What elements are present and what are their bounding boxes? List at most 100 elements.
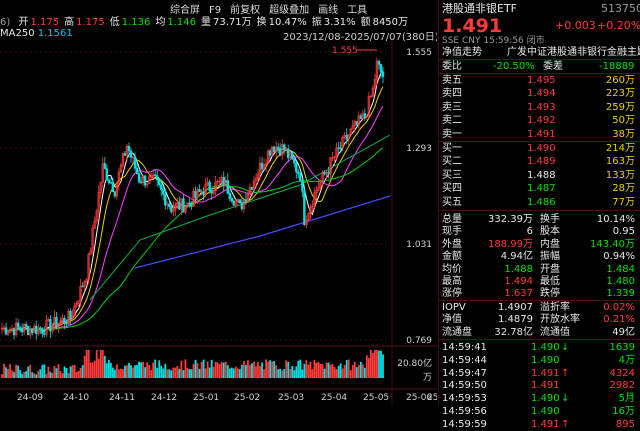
date-range: 2023/12/08-2025/07/07(380日) [283,32,437,43]
volume-bar [206,361,209,378]
order-level: 卖五 [442,75,462,86]
candle-body [190,202,193,207]
stats-row: 最高 1.494 最低 1.480 [439,275,640,288]
kline-chart[interactable]: 1.555 1.293 1.031 0.769 20.80亿万 1.555 24-09 24-… [0,0,437,404]
date-axis-label: 25-02 [234,393,260,403]
order-row[interactable]: 卖二 1.492 50万 [439,114,640,127]
candle-body [127,146,131,152]
volume-bar [287,361,290,378]
volume-bar [182,370,185,378]
volume-bar [234,366,237,378]
toolbar-item[interactable]: 前复权 [230,5,261,16]
nav-row[interactable]: 净值走势 广发中证港股通非银行金融主题 [439,46,640,59]
candle-body [230,198,233,202]
candle-body [101,163,104,183]
candle-body [313,192,316,207]
volume-bar [367,357,370,378]
tick-row: 14:59:41 1.490 ↓ 1639 [439,341,640,354]
ma-label: MA250 [0,28,35,39]
candle-body [49,319,52,332]
toolbar-item[interactable]: F9 [209,5,222,16]
order-row[interactable]: 买二 1.489 163万 [439,155,640,168]
order-row[interactable]: 买三 1.488 133万 [439,169,640,182]
order-volume: 38万 [612,128,635,140]
candle-body [37,327,40,334]
tick-time: 14:59:53 [442,393,487,405]
volume-bar [327,362,330,378]
volume-bar [200,361,203,378]
order-row[interactable]: 买四 1.487 28万 [439,182,640,195]
candle-body [8,329,12,333]
volume-bar [333,367,336,378]
volume-bar [27,366,30,378]
volume-bar [299,359,302,378]
candle-body [111,182,115,193]
toolbar-item[interactable]: 工具 [347,5,368,16]
candle-body [45,320,48,335]
candle-body [274,146,278,153]
volume-bar [311,369,314,378]
order-level: 买二 [442,156,462,168]
stat-label: 流通值 [540,326,570,338]
candle-body [250,186,254,190]
nav-trend-link[interactable]: 净值走势 [442,47,482,58]
volume-bar [85,350,88,378]
volume-bar [111,367,114,378]
tick-row: 14:59:50 1.491 2982 [439,379,640,392]
stat-value: 73.71万 [213,17,252,28]
volume-bar [25,371,28,378]
candle-body [371,87,375,97]
candle-body [145,183,149,186]
volume-bar [126,365,128,378]
tick-volume: 4324 [609,367,635,379]
tick-row: 14:59:53 1.490 ↓ 5月 [439,392,640,405]
candle-body [307,213,310,221]
candle-body [135,167,139,175]
toolbar-item[interactable]: 画线 [318,5,339,16]
candle-body [16,322,20,328]
order-row[interactable]: 卖四 1.494 223万 [439,87,640,100]
volume-bar [152,362,155,378]
candle-body [14,322,18,336]
candle-body [347,134,350,140]
tick-arrow-icon: ↑ [561,418,570,430]
order-row[interactable]: 卖五 1.495 260万 [439,74,640,87]
candle-body [69,311,72,319]
stat-value: 1.637 [504,288,533,300]
order-row[interactable]: 卖一 1.491 38万 [439,128,640,141]
order-volume: 163万 [605,156,635,168]
tick-volume: 4万 [618,354,635,366]
stat-value: 1.488 [504,263,533,275]
tick-volume: 1639 [609,342,635,353]
volume-bar [295,366,298,378]
order-volume: 260万 [605,75,635,86]
stat-value: 4.94亿 [500,251,533,263]
volume-bar [240,364,243,378]
order-row[interactable]: 卖三 1.493 259万 [439,101,640,114]
order-level: 买五 [442,196,462,208]
candle-body [248,186,252,195]
volume-bar [51,372,54,378]
order-row[interactable]: 买五 1.486 77万 [439,196,640,209]
toolbar-item[interactable]: 超级叠加 [269,5,310,16]
order-row[interactable]: 买一 1.490 214万 [439,142,640,155]
stats-row: 金额 4.94亿 振幅 0.94% [439,250,640,263]
candle-body [55,316,58,329]
candle-body [246,194,250,203]
volume-bar [33,373,36,378]
candle-body [22,324,26,333]
stat-value: 1.146 [167,17,197,28]
volume-bar [303,363,306,378]
order-price: 1.495 [527,75,556,86]
stat-value: 143.40万 [590,238,635,250]
volume-bar [261,362,263,378]
candle-body [170,206,173,213]
candle-body [156,175,159,181]
diff-label: 委差 [543,61,563,72]
candle-body [192,191,195,207]
volume-bar [376,350,378,378]
volume-bar [378,350,380,378]
date-axis-label: 24-10 [63,393,89,403]
volume-bar [186,367,189,378]
toolbar-item[interactable]: 综合屏 [170,5,200,16]
